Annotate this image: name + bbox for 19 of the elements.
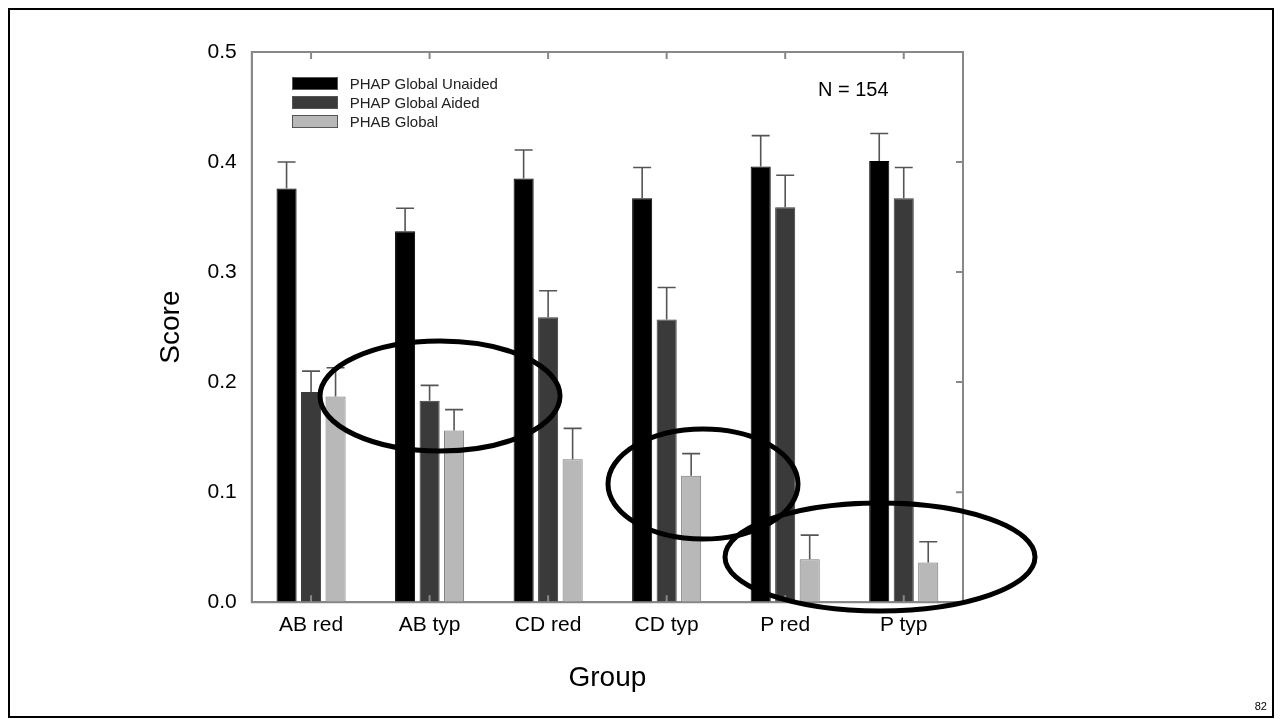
legend-label: PHAP Global Unaided (349, 74, 498, 93)
y-tick-label: 0.1 (207, 478, 237, 502)
x-tick-label: CD typ (634, 611, 699, 635)
y-tick-label: 0.5 (207, 38, 237, 62)
x-tick-label: AB typ (398, 611, 461, 635)
y-tick-label: 0.2 (207, 368, 237, 392)
x-tick-label: P typ (879, 611, 928, 635)
y-axis-title: Score (153, 290, 185, 364)
y-tick-label: 0.0 (207, 589, 237, 612)
x-tick-label: P red (760, 611, 811, 635)
y-tick-label: 0.4 (207, 148, 238, 172)
annotation: N = 154 (818, 78, 889, 101)
x-tick-label: CD red (514, 611, 582, 635)
y-tick-label: 0.3 (207, 258, 237, 282)
legend-label: PHAB Global (349, 112, 439, 131)
text: 82 (1254, 700, 1267, 712)
legend-label: PHAP Global Aided (349, 93, 480, 112)
x-tick-label: AB red (278, 611, 344, 635)
x-axis-title: Group (568, 660, 647, 692)
